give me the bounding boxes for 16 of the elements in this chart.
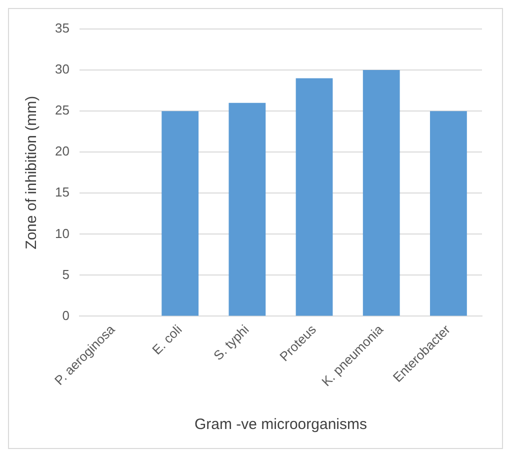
y-tick-label: 10 <box>54 226 70 241</box>
y-tick-label: 20 <box>54 144 70 159</box>
bar <box>162 111 199 316</box>
bar <box>228 102 266 316</box>
y-tick-label: 30 <box>54 62 70 77</box>
y-tick-label: 35 <box>54 20 70 36</box>
y-axis-title: Zone of inhibition (mm) <box>23 96 40 250</box>
y-tick-label: 25 <box>54 102 70 118</box>
y-tick-label: 0 <box>62 308 70 323</box>
bar <box>362 70 400 316</box>
x-tick-label: E. coli <box>149 322 185 358</box>
y-tick-label: 5 <box>62 266 70 282</box>
bar <box>296 78 333 316</box>
x-axis-title: Gram -ve microorganisms <box>194 416 367 434</box>
bar <box>430 111 467 316</box>
y-tick-label: 15 <box>54 184 70 200</box>
